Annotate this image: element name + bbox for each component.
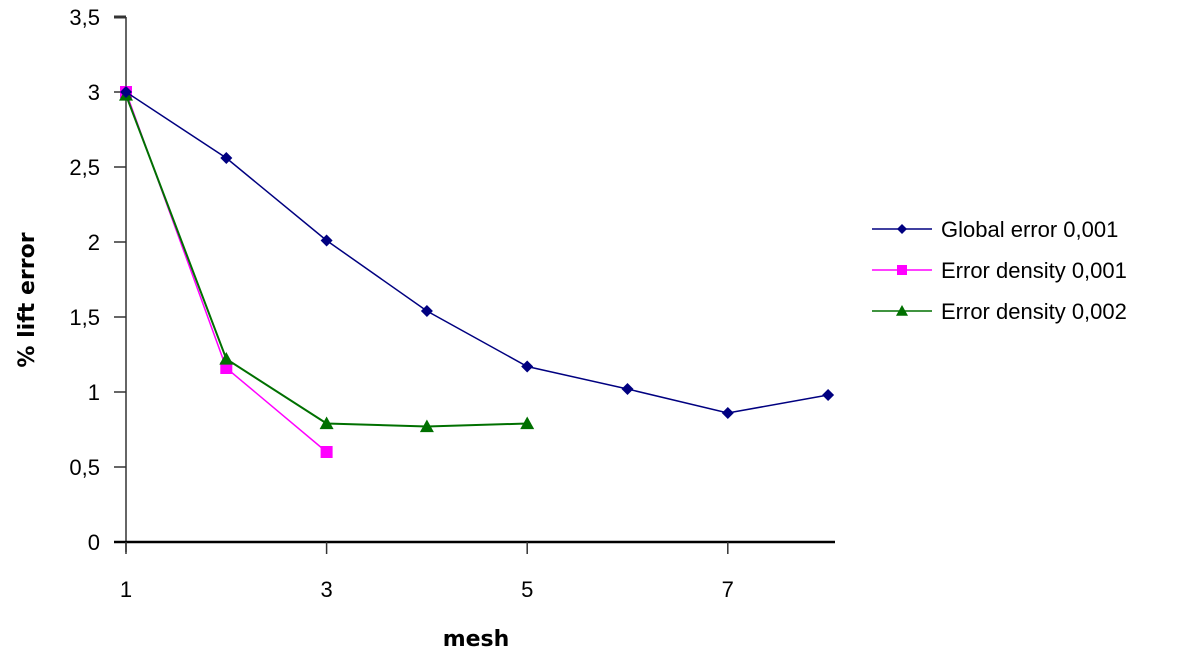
series-error-density-0-002	[119, 88, 535, 433]
square-marker	[320, 446, 333, 458]
triangle-marker	[896, 305, 908, 316]
y-axis-title: % lift error	[15, 232, 40, 367]
legend-label: Error density 0,002	[941, 299, 1127, 324]
triangle-marker	[419, 419, 434, 433]
diamond-marker	[420, 305, 433, 317]
x-axis-title: mesh	[443, 627, 510, 652]
series-error-density-0-001	[120, 86, 333, 458]
x-tick-label: 7	[722, 577, 734, 602]
triangle-marker	[219, 352, 234, 365]
plot-area	[119, 86, 835, 458]
diamond-marker	[220, 152, 233, 164]
y-axis: 0 0,5 1 1,5 2 2,5 3 3,5	[69, 5, 127, 555]
series-line	[125, 91, 829, 414]
legend-item: Error density 0,001	[872, 258, 1127, 283]
diamond-marker	[721, 407, 734, 419]
diamond-marker	[521, 360, 534, 373]
y-tick-label: 0	[88, 530, 100, 555]
square-marker	[897, 265, 907, 275]
series-line	[125, 94, 528, 428]
legend-label: Error density 0,001	[941, 258, 1127, 283]
diamond-marker	[120, 86, 132, 98]
y-tick-label: 2,5	[69, 155, 100, 180]
triangle-marker	[319, 416, 334, 430]
triangle-marker	[520, 416, 535, 430]
y-tick-label: 1	[88, 380, 100, 405]
series-line	[125, 91, 328, 453]
y-tick-label: 2	[88, 230, 100, 255]
diamond-marker	[320, 234, 333, 247]
legend-item: Global error 0,001	[872, 217, 1118, 242]
y-tick-label: 3	[88, 80, 100, 105]
legend-label: Global error 0,001	[941, 217, 1118, 242]
diamond-marker	[897, 224, 907, 234]
series-global-error-0-001	[120, 86, 835, 419]
y-tick-label: 0,5	[69, 455, 100, 480]
x-tick-label: 1	[120, 577, 132, 602]
square-marker	[220, 362, 233, 374]
y-tick-label: 1,5	[69, 305, 100, 330]
x-axis: 1 3 5 7	[114, 540, 835, 602]
y-tick-label: 3,5	[69, 5, 100, 30]
legend: Global error 0,001 Error density 0,001 Err…	[872, 217, 1127, 324]
diamond-marker	[621, 383, 634, 395]
x-tick-label: 3	[320, 577, 332, 602]
diamond-marker	[822, 389, 835, 401]
legend-item: Error density 0,002	[872, 299, 1127, 324]
x-tick-label: 5	[521, 577, 533, 602]
